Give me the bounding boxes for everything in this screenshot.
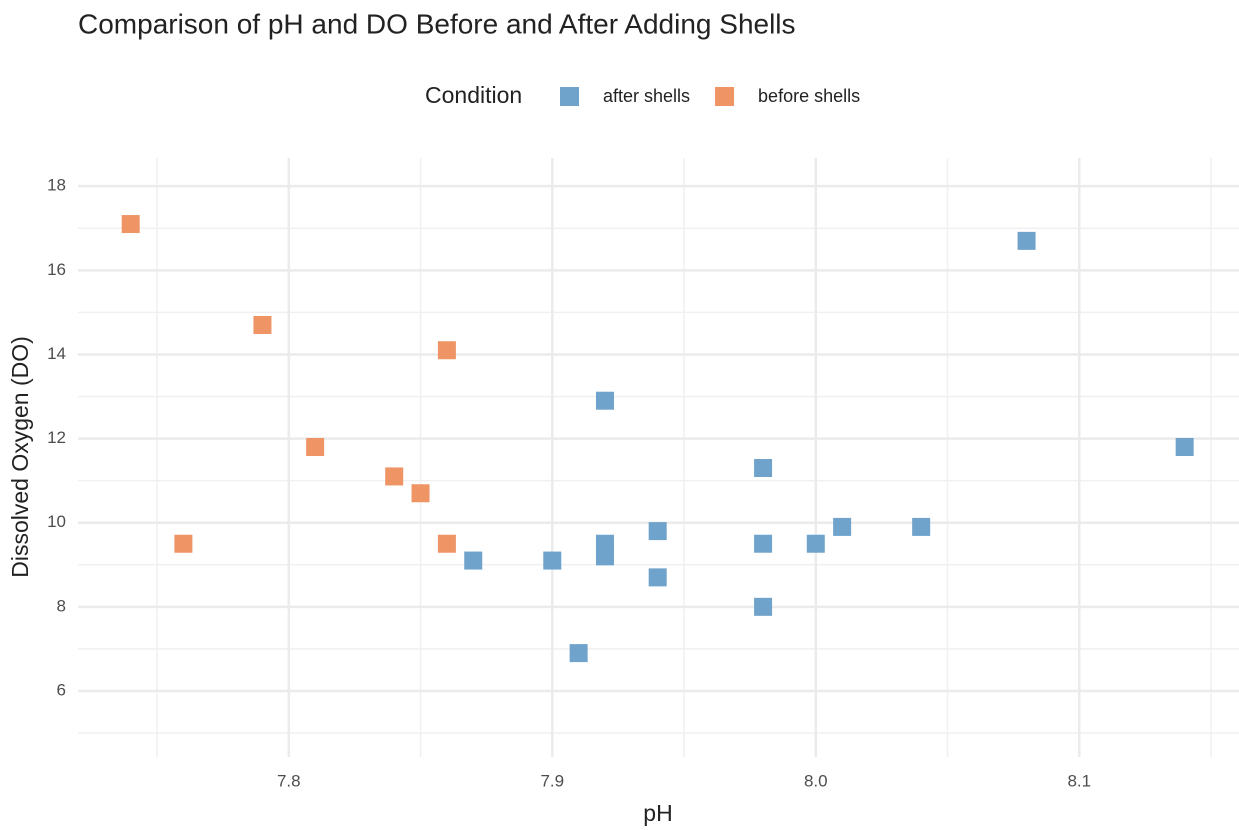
point — [833, 517, 852, 536]
legend-swatch — [560, 87, 579, 106]
legend-label: before shells — [758, 86, 860, 106]
y-tick-label: 6 — [57, 680, 66, 699]
x-axis-label: pH — [643, 800, 672, 826]
point — [1175, 437, 1194, 456]
legend-label: after shells — [603, 86, 690, 106]
y-tick-label: 16 — [47, 260, 66, 279]
point — [912, 517, 931, 536]
point — [464, 551, 483, 570]
point — [595, 547, 614, 566]
y-tick-label: 12 — [47, 428, 66, 447]
x-tick-label: 8.0 — [804, 771, 828, 790]
point — [385, 467, 404, 486]
x-tick-label: 7.9 — [540, 771, 564, 790]
point — [806, 534, 825, 553]
point — [569, 644, 588, 663]
point — [437, 534, 456, 553]
x-tick-label: 7.8 — [277, 771, 301, 790]
y-axis-label: Dissolved Oxygen (DO) — [7, 336, 33, 578]
point — [306, 437, 325, 456]
point — [437, 341, 456, 360]
point — [754, 597, 773, 616]
legend-swatch — [715, 87, 735, 106]
point — [754, 459, 773, 478]
point — [174, 534, 193, 553]
y-tick-label: 18 — [47, 176, 66, 195]
point — [1017, 231, 1036, 250]
chart-title: Comparison of pH and DO Before and After… — [78, 8, 796, 39]
point — [754, 534, 773, 553]
point — [543, 551, 562, 570]
point — [648, 522, 667, 541]
legend-title: Condition — [425, 82, 522, 108]
y-tick-label: 10 — [47, 512, 66, 531]
y-tick-label: 14 — [47, 344, 66, 363]
point — [121, 215, 140, 234]
point — [595, 391, 614, 410]
x-tick-label: 8.1 — [1067, 771, 1091, 790]
point — [253, 315, 272, 334]
point — [648, 568, 667, 587]
y-tick-label: 8 — [57, 596, 66, 615]
point — [411, 484, 430, 503]
